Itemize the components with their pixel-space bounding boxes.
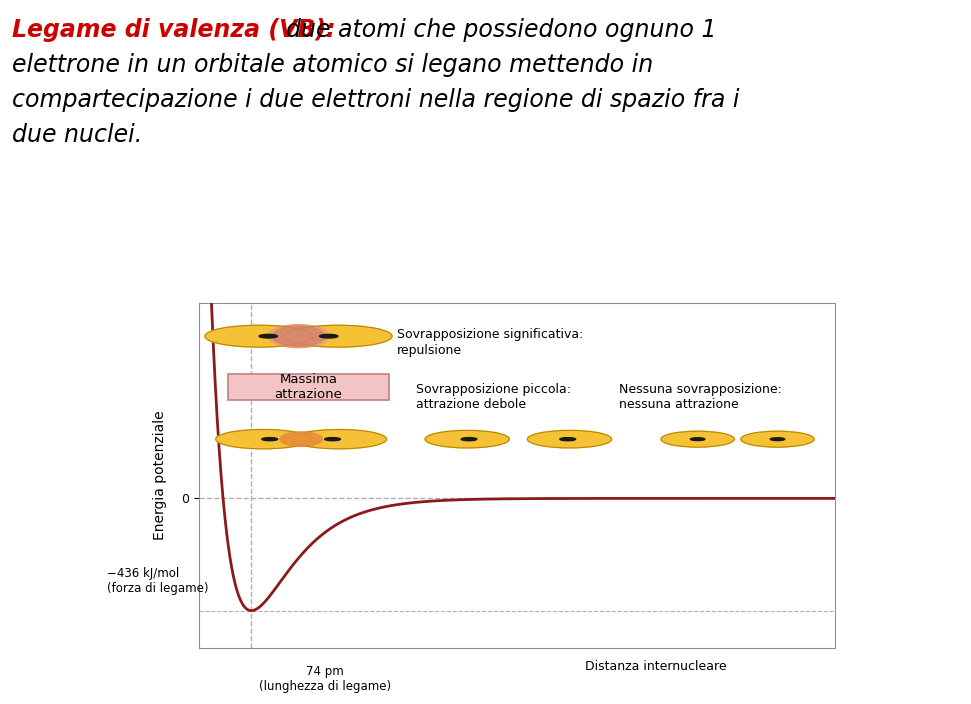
- Text: repulsione: repulsione: [397, 344, 462, 357]
- Ellipse shape: [273, 326, 324, 346]
- Text: 74 pm
(lunghezza di legame): 74 pm (lunghezza di legame): [259, 665, 391, 693]
- Ellipse shape: [285, 325, 392, 347]
- Text: Distanza internucleare: Distanza internucleare: [585, 660, 726, 673]
- Text: Nessuna sovrapposizione:: Nessuna sovrapposizione:: [619, 382, 782, 396]
- Text: Sovrapposizione significativa:: Sovrapposizione significativa:: [397, 329, 583, 341]
- Ellipse shape: [216, 429, 311, 449]
- Text: Massima
attrazione: Massima attrazione: [275, 373, 342, 401]
- Circle shape: [259, 334, 278, 338]
- Ellipse shape: [268, 325, 329, 348]
- Text: Sovrapposizione piccola:: Sovrapposizione piccola:: [417, 382, 571, 396]
- Ellipse shape: [280, 432, 322, 446]
- Circle shape: [690, 438, 705, 441]
- Text: compartecipazione i due elettroni nella regione di spazio fra i: compartecipazione i due elettroni nella …: [12, 88, 739, 112]
- Text: due atomi che possiedono ognuno 1: due atomi che possiedono ognuno 1: [286, 18, 717, 42]
- Text: elettrone in un orbitale atomico si legano mettendo in: elettrone in un orbitale atomico si lega…: [12, 53, 653, 77]
- Circle shape: [319, 334, 338, 338]
- Circle shape: [461, 438, 477, 441]
- Ellipse shape: [741, 431, 814, 447]
- Ellipse shape: [425, 430, 510, 448]
- Circle shape: [560, 438, 576, 441]
- FancyBboxPatch shape: [228, 374, 388, 401]
- Ellipse shape: [661, 431, 734, 447]
- Circle shape: [262, 438, 278, 441]
- Ellipse shape: [285, 433, 318, 446]
- Ellipse shape: [205, 325, 313, 347]
- Text: nessuna attrazione: nessuna attrazione: [619, 398, 739, 411]
- Text: Legame di valenza (VB):: Legame di valenza (VB):: [12, 18, 335, 42]
- Circle shape: [324, 438, 341, 441]
- Circle shape: [770, 438, 785, 441]
- Text: due nuclei.: due nuclei.: [12, 123, 142, 147]
- Ellipse shape: [527, 430, 612, 448]
- Text: −436 kJ/mol
(forza di legame): −436 kJ/mol (forza di legame): [107, 567, 209, 595]
- Text: attrazione debole: attrazione debole: [417, 398, 526, 411]
- Text: Energia potenziale: Energia potenziale: [152, 410, 167, 540]
- Ellipse shape: [291, 429, 386, 449]
